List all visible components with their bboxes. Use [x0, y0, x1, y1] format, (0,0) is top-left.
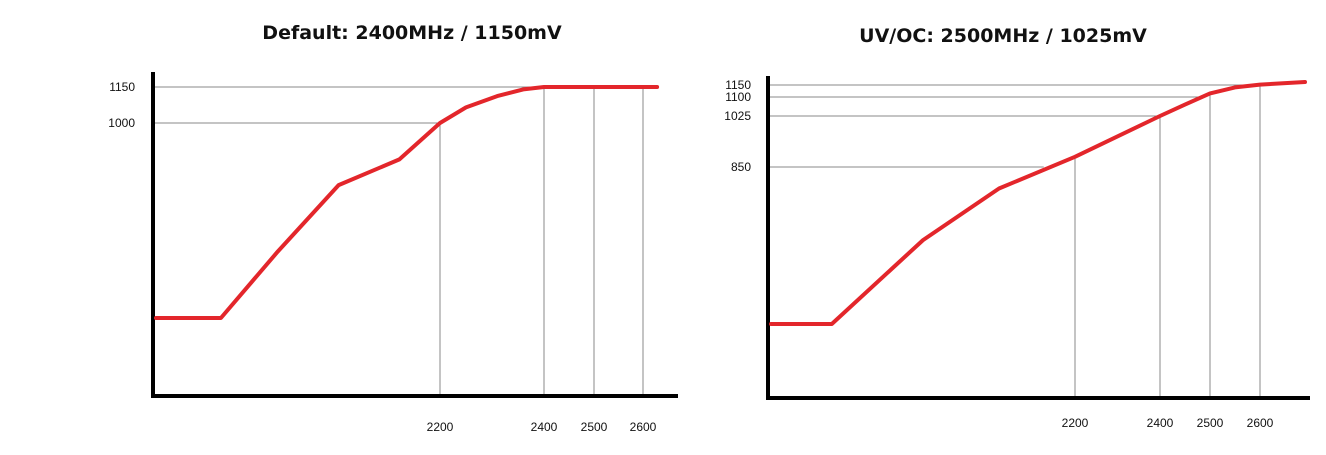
x-tick-label: 2600: [630, 420, 657, 434]
x-tick-label: 2500: [1197, 416, 1224, 430]
x-tick-label: 2200: [427, 420, 454, 434]
chart-title: Default: 2400MHz / 1150mV: [262, 22, 562, 44]
x-tick-labels: 2200 2400 2500 2600: [1062, 416, 1274, 430]
series-line: [769, 80, 1307, 326]
y-tick-label: 850: [731, 160, 751, 174]
y-tick-labels: 1150 1000: [108, 80, 135, 130]
series-line: [154, 85, 660, 320]
y-tick-label: 1025: [724, 109, 751, 123]
y-tick-label: 1150: [725, 78, 751, 92]
x-tick-labels: 2200 2400 2500 2600: [427, 420, 657, 434]
y-tick-label: 1000: [108, 116, 135, 130]
chart-uvoc: UV/OC: 2500MHz / 1025mV 115011001025850 …: [724, 25, 1310, 430]
x-tick-label: 2200: [1062, 416, 1089, 430]
x-tick-label: 2400: [531, 420, 558, 434]
x-tick-label: 2500: [581, 420, 608, 434]
guide-lines: [770, 84, 1261, 396]
x-tick-label: 2400: [1147, 416, 1174, 430]
x-tick-label: 2600: [1247, 416, 1274, 430]
y-tick-label: 1100: [725, 90, 751, 104]
y-tick-label: 1150: [109, 80, 135, 94]
guide-lines: [155, 86, 644, 394]
chart-title: UV/OC: 2500MHz / 1025mV: [859, 25, 1147, 47]
